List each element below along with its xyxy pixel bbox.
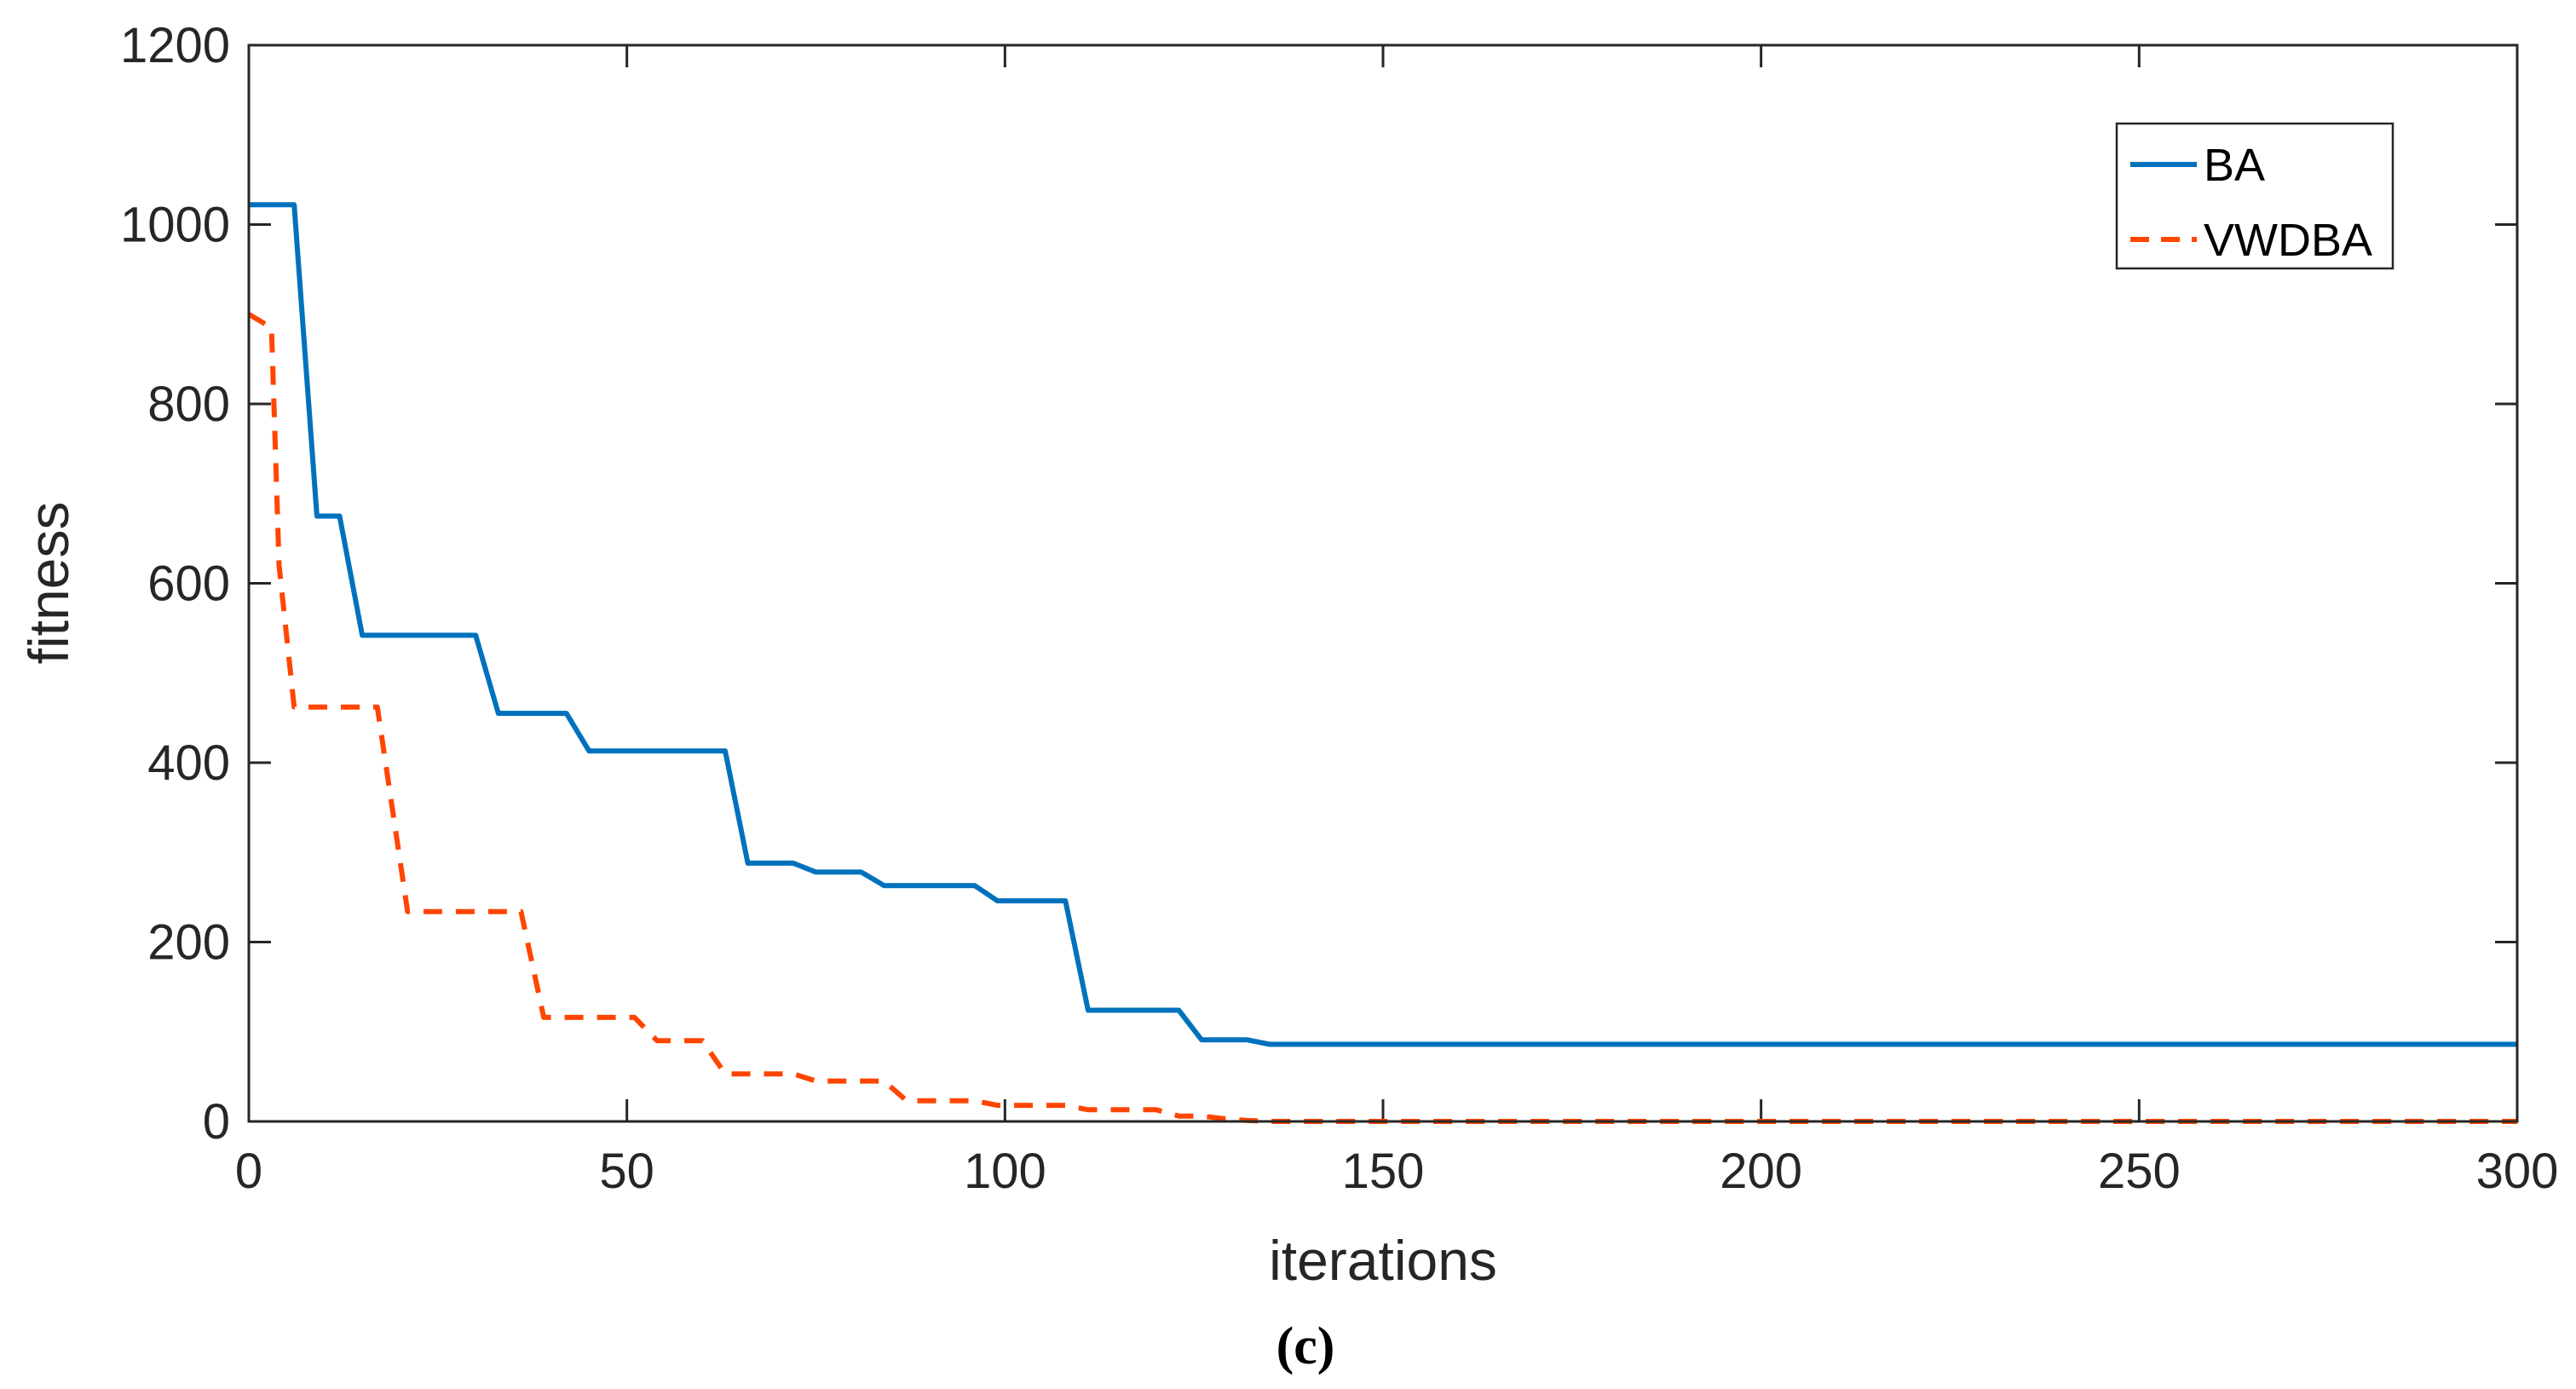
series-line-vwdba: [247, 312, 2517, 1124]
y-tick-label: 1000: [120, 198, 230, 253]
y-tick-label: 600: [147, 556, 230, 612]
x-tick-label: 0: [235, 1144, 262, 1199]
series-layer: [247, 202, 2517, 1124]
legend: BA VWDBA: [2115, 122, 2394, 270]
x-tick-label: 200: [1720, 1144, 1802, 1199]
y-axis-title: fitness: [17, 502, 80, 665]
y-tick-label: 400: [147, 735, 230, 791]
y-tick-label: 800: [147, 377, 230, 432]
x-tick-label: 50: [599, 1144, 654, 1199]
legend-label-vwdba: VWDBA: [2204, 215, 2372, 266]
y-tick-label: 200: [147, 915, 230, 971]
y-tick-label: 0: [203, 1094, 230, 1150]
x-axis-ticks: 0 50 100 150 200 250 300: [235, 45, 2559, 1199]
plot-frame: [247, 43, 2519, 1123]
legend-box: [2115, 122, 2394, 270]
x-axis-title: iterations: [1269, 1229, 1497, 1292]
legend-label-ba: BA: [2204, 140, 2265, 191]
panel-label: (c): [1276, 1317, 1335, 1375]
x-tick-label: 300: [2476, 1144, 2559, 1199]
x-tick-label: 150: [1342, 1144, 1425, 1199]
x-tick-label: 250: [2098, 1144, 2181, 1199]
x-tick-label: 100: [964, 1144, 1046, 1199]
series-line-ba: [249, 202, 2517, 1047]
y-axis-ticks: 0 200 400 600 800 1000 1200: [120, 18, 2517, 1150]
y-tick-label: 1200: [120, 18, 230, 73]
